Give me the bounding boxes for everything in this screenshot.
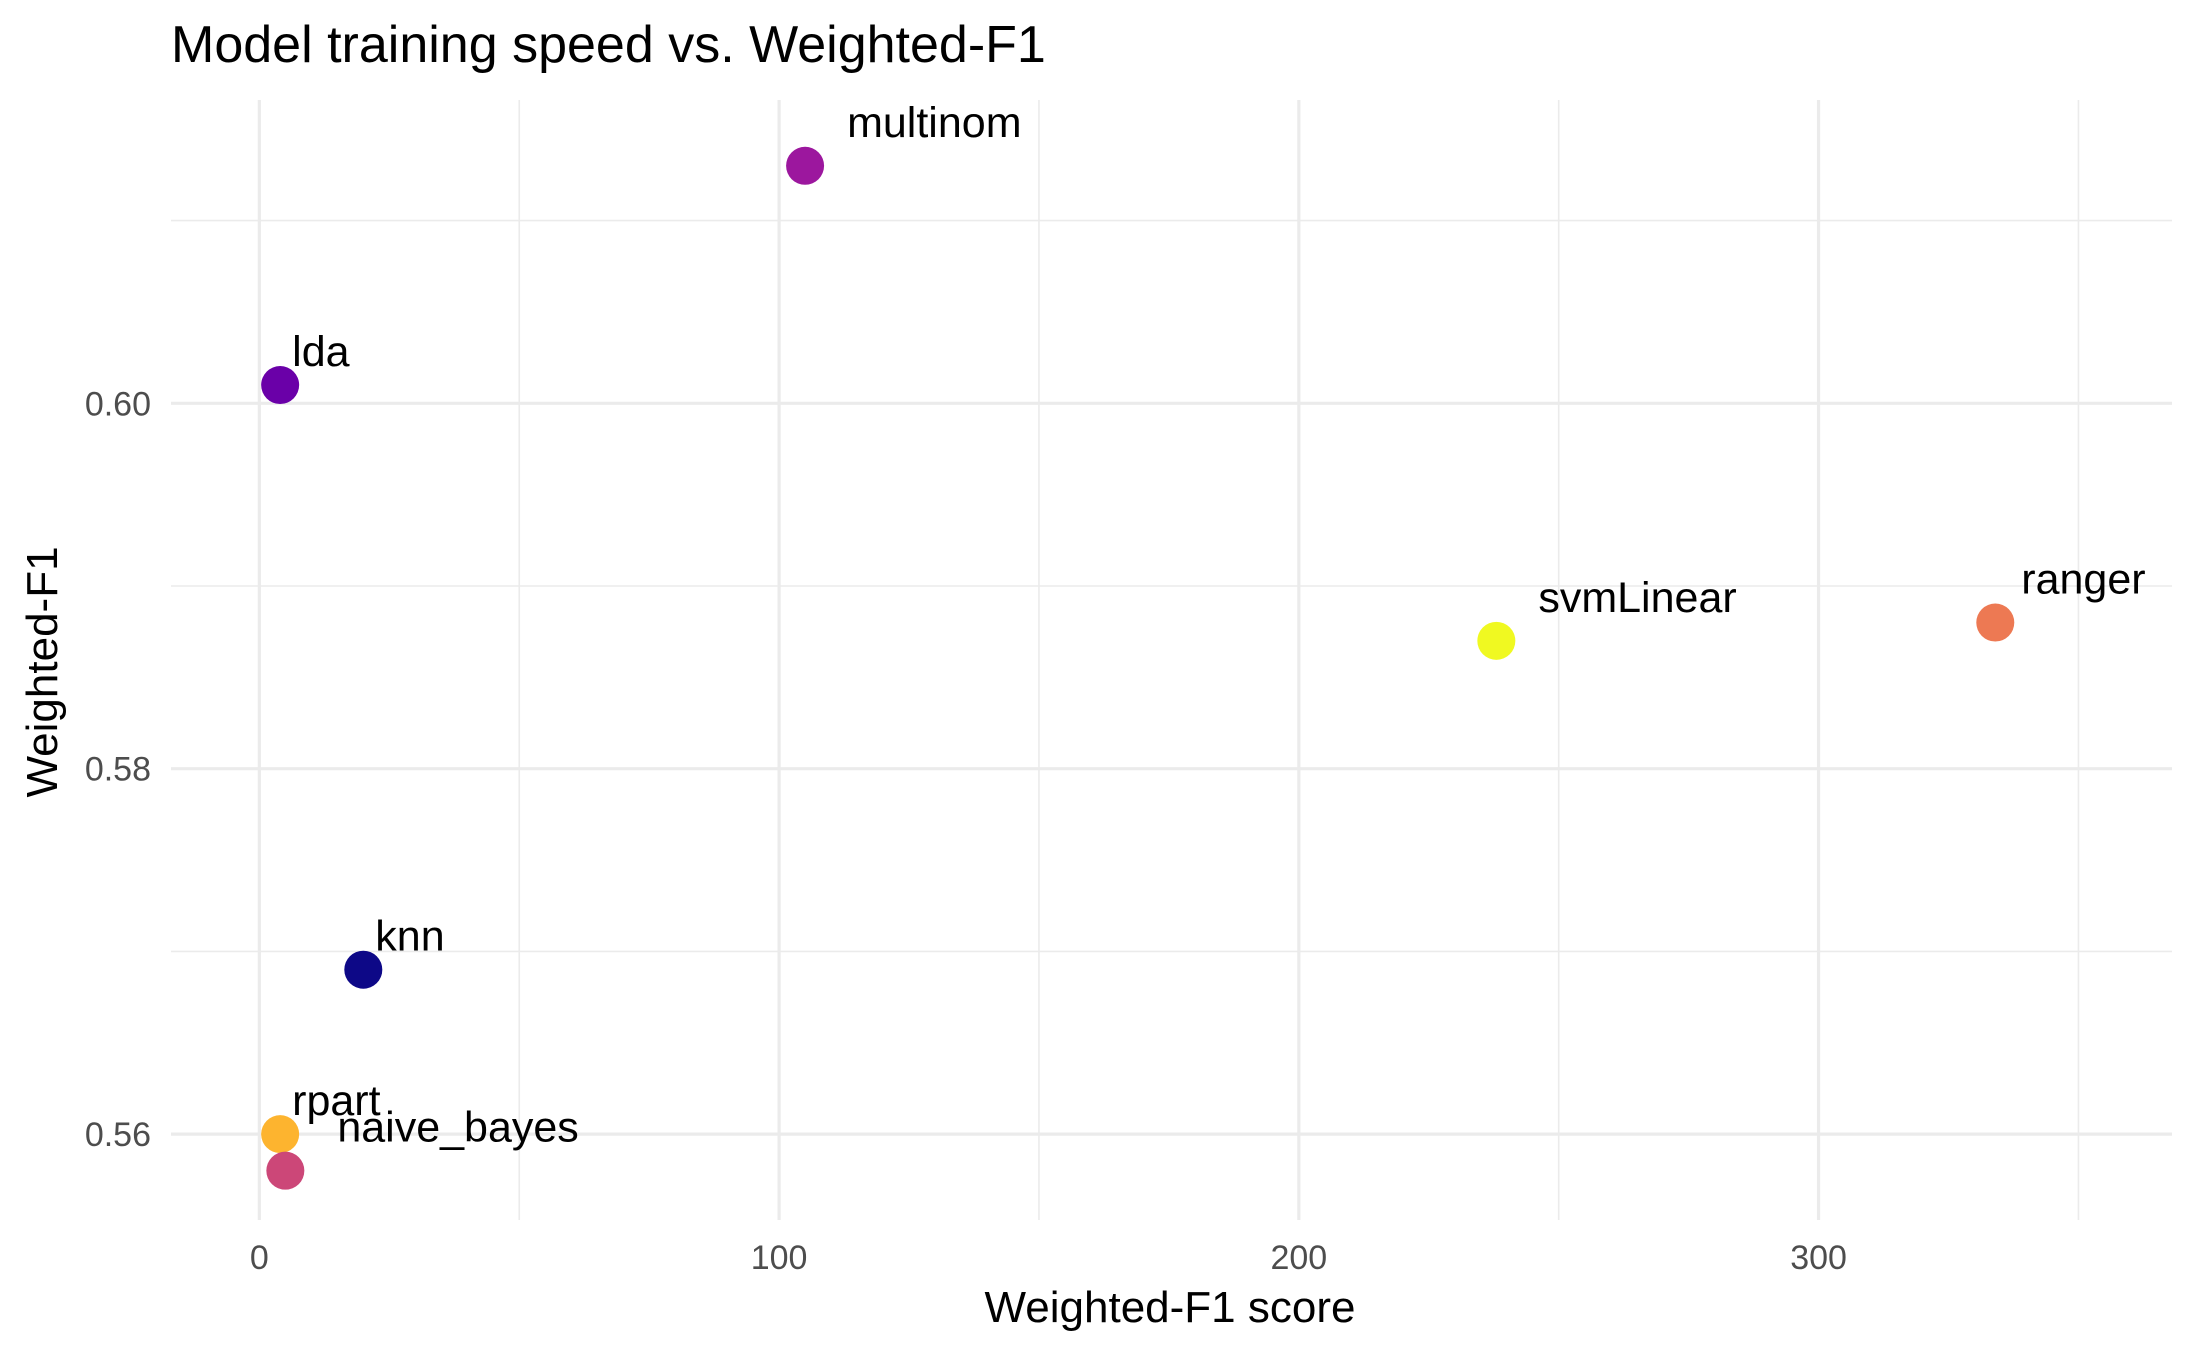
data-point-rpart <box>261 1115 300 1154</box>
point-label-svmLinear: svmLinear <box>1538 574 1736 622</box>
data-point-knn <box>344 950 383 989</box>
data-point-naive-bayes <box>266 1151 305 1190</box>
data-point-lda <box>261 366 300 405</box>
data-points <box>261 146 2015 1190</box>
y-axis-title: Weighted-F1 <box>18 546 67 797</box>
chart-title: Model training speed vs. Weighted-F1 <box>171 16 1046 74</box>
point-label-knn: knn <box>375 913 444 961</box>
tick-labels: 0 100 200 300 0.56 0.58 0.60 <box>85 385 1847 1277</box>
point-label-ranger: ranger <box>2021 556 2145 604</box>
y-tick-label: 0.58 <box>85 751 151 789</box>
x-tick-label: 0 <box>250 1239 269 1277</box>
y-tick-label: 0.56 <box>85 1116 151 1154</box>
point-labels: multinom lda svmLinear ranger knn rpartnaive_… <box>292 99 2145 1152</box>
data-point-ranger <box>1976 603 2015 642</box>
y-tick-label: 0.60 <box>85 385 151 423</box>
x-axis-title: Weighted-F1 score <box>985 1283 1356 1332</box>
data-point-svmLinear <box>1477 621 1516 660</box>
grid-lines <box>171 100 2172 1220</box>
point-label-naive-bayes: naive_bayes <box>337 1104 578 1152</box>
x-tick-label: 300 <box>1790 1239 1847 1277</box>
data-point-multinom <box>786 146 825 185</box>
point-label-multinom: multinom <box>847 99 1021 147</box>
point-label-rpart: rpart <box>292 1077 380 1125</box>
point-label-lda: lda <box>292 328 349 376</box>
x-tick-label: 100 <box>751 1239 808 1277</box>
x-tick-label: 200 <box>1270 1239 1327 1277</box>
